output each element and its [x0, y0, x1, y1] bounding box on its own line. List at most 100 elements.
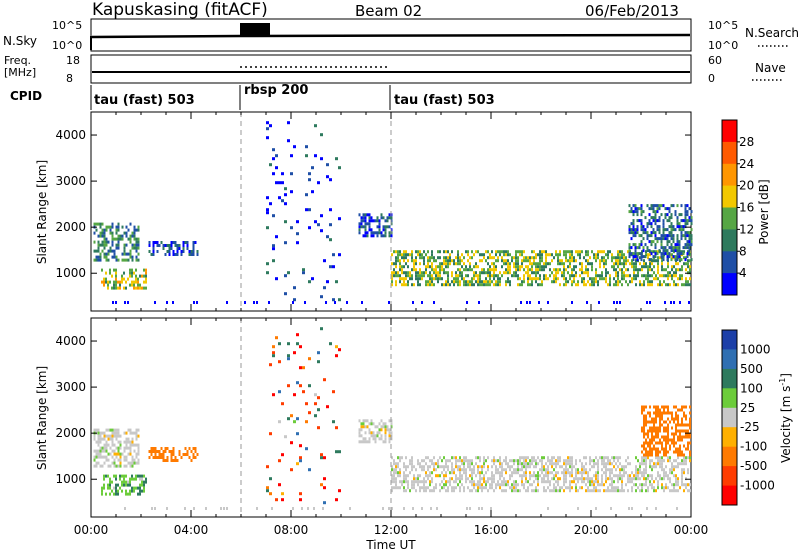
- echo-cell: [655, 426, 657, 430]
- echo-cell: [658, 249, 661, 253]
- echo-cell: [521, 465, 523, 469]
- echo-cell: [119, 474, 121, 478]
- echo-cell: [649, 447, 651, 451]
- echo-cell: [655, 277, 657, 281]
- echo-cell: [646, 249, 649, 253]
- echo-cell: [549, 262, 551, 266]
- echo-cell: [679, 429, 681, 433]
- echo-cell: [119, 486, 121, 490]
- echo-cell: [399, 268, 401, 272]
- echo-cell: [151, 507, 153, 510]
- echo-cell: [689, 417, 691, 421]
- echo-cell: [473, 480, 475, 484]
- echo-cell: [115, 428, 118, 432]
- echo-cell: [419, 271, 421, 275]
- echo-cell: [553, 456, 555, 460]
- echo-cell: [103, 474, 105, 478]
- echo-cell: [127, 301, 129, 304]
- echo-cell: [642, 249, 645, 253]
- echo-cell: [489, 477, 491, 481]
- echo-cell: [123, 277, 125, 281]
- echo-cell: [647, 429, 649, 433]
- echo-cell: [637, 274, 639, 278]
- echo-cell: [649, 429, 651, 433]
- echo-cell: [539, 277, 541, 281]
- echo-cell: [220, 507, 222, 510]
- echo-cell: [463, 459, 465, 463]
- echo-cell: [675, 432, 677, 436]
- echo-cell: [419, 262, 421, 266]
- echo-cell: [585, 489, 587, 493]
- echo-cell: [609, 471, 611, 475]
- echo-cell: [649, 483, 651, 487]
- echo-cell: [299, 492, 302, 496]
- echo-cell: [687, 468, 689, 472]
- echo-cell: [571, 280, 573, 284]
- echo-cell: [541, 268, 543, 272]
- echo-cell: [503, 271, 505, 275]
- echo-cell: [437, 280, 439, 284]
- echo-cell: [364, 222, 367, 226]
- echo-cell: [293, 393, 296, 397]
- echo-cell: [651, 426, 653, 430]
- echo-cell: [599, 259, 601, 263]
- echo-cell: [675, 411, 677, 415]
- echo-cell: [533, 471, 535, 475]
- echo-cell: [595, 274, 597, 278]
- echo-cell: [320, 229, 323, 233]
- echo-cell: [115, 452, 118, 456]
- echo-cell: [308, 178, 311, 182]
- echo-cell: [449, 477, 451, 481]
- echo-cell: [266, 489, 269, 493]
- echo-cell: [575, 486, 577, 490]
- echo-cell: [427, 256, 429, 260]
- echo-cell: [407, 253, 409, 257]
- echo-cell: [545, 259, 547, 263]
- echo-cell: [459, 474, 461, 478]
- echo-cell: [661, 274, 663, 278]
- echo-cell: [679, 447, 681, 451]
- echo-cell: [660, 234, 663, 238]
- echo-cell: [172, 301, 174, 304]
- echo-cell: [467, 268, 469, 272]
- echo-cell: [685, 447, 687, 451]
- echo-cell: [567, 259, 569, 263]
- echo-cell: [679, 268, 681, 272]
- echo-cell: [663, 268, 665, 272]
- echo-cell: [679, 274, 681, 278]
- echo-cell: [497, 259, 499, 263]
- echo-cell: [156, 244, 159, 247]
- echo-cell: [423, 271, 425, 275]
- echo-cell: [97, 258, 100, 262]
- echo-cell: [539, 274, 541, 278]
- echo-cell: [555, 250, 557, 254]
- echo-cell: [115, 301, 117, 304]
- echo-cell: [537, 253, 539, 257]
- echo-cell: [137, 243, 140, 247]
- echo-cell: [364, 213, 367, 217]
- echo-cell: [675, 489, 677, 493]
- echo-cell: [119, 446, 122, 450]
- echo-cell: [621, 250, 623, 254]
- echo-cell: [411, 480, 413, 484]
- echo-cell: [93, 249, 96, 253]
- echo-cell: [455, 256, 457, 260]
- echo-cell: [681, 274, 683, 278]
- echo-cell: [569, 486, 571, 490]
- echo-cell: [654, 213, 657, 217]
- echo-cell: [360, 422, 363, 426]
- echo-cell: [115, 455, 118, 459]
- echo-cell: [107, 458, 110, 462]
- echo-cell: [665, 450, 667, 454]
- echo-cell: [176, 247, 179, 250]
- echo-cell: [103, 455, 106, 459]
- echo-cell: [97, 240, 100, 244]
- echo-cell: [268, 301, 270, 304]
- echo-cell: [272, 259, 275, 263]
- echo-cell: [184, 241, 187, 244]
- echo-cell: [573, 265, 575, 269]
- echo-cell: [133, 243, 136, 247]
- echo-cell: [141, 480, 143, 484]
- echo-cell: [113, 428, 116, 432]
- echo-cell: [623, 262, 625, 266]
